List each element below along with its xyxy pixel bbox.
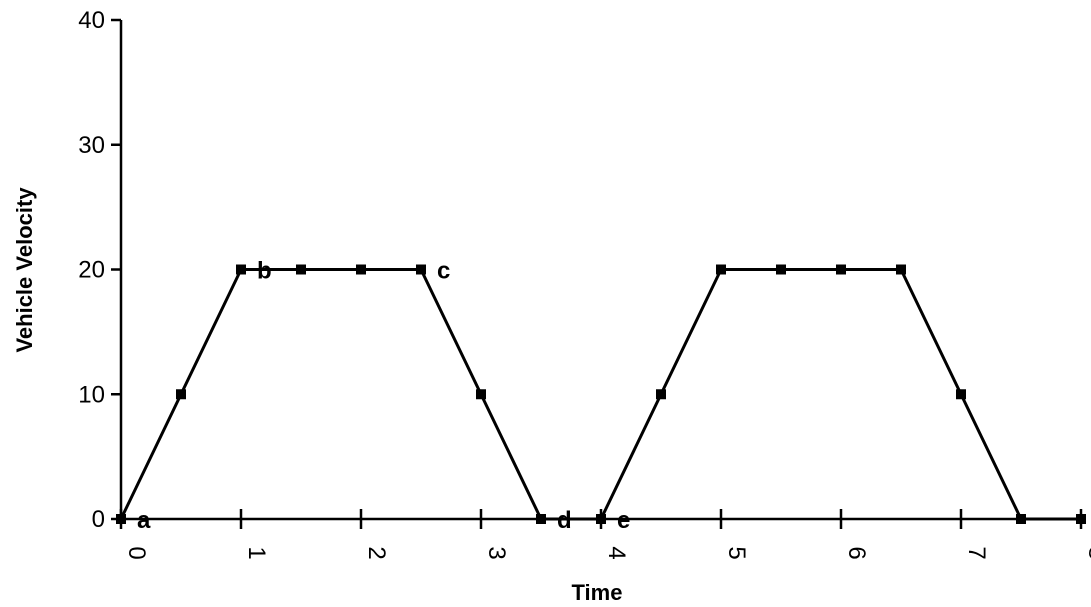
data-point [836,264,846,275]
x-axis-ticks: 0 1 2 3 4 5 6 7 8 [119,509,1091,560]
y-axis-ticks: 0 10 20 30 40 [78,7,121,533]
y-tick-label: 0 [92,506,105,533]
x-tick-label: 0 [123,546,150,559]
x-tick-label: 8 [1083,546,1091,559]
series-line [119,268,1081,521]
annotation-label: d [557,507,572,534]
y-tick-label: 20 [78,257,105,284]
x-tick-label: 3 [483,546,510,559]
x-tick-label: 5 [723,546,750,559]
data-point [1016,514,1026,524]
data-point [896,264,906,275]
data-point [236,264,246,275]
x-tick-label: 1 [243,546,270,559]
x-tick-label: 2 [363,546,390,559]
data-point [476,389,486,400]
data-point [416,264,426,275]
data-point [596,514,606,524]
y-axis-title: Vehicle Velocity [12,187,37,353]
annotation-label: e [617,507,630,534]
data-point [176,389,186,400]
data-point [716,264,726,275]
data-point [116,514,126,524]
y-tick-label: 40 [78,7,105,34]
x-tick-label: 6 [843,546,870,559]
x-axis-title: Time [572,580,623,605]
x-tick-label: 4 [603,546,630,559]
data-point [296,264,306,275]
data-point [1076,514,1086,524]
data-point [956,389,966,400]
x-tick-label: 7 [963,546,990,559]
data-point [776,264,786,275]
data-point [656,389,666,400]
y-tick-label: 10 [78,381,105,408]
y-tick-label: 30 [78,132,105,159]
annotation-label: c [437,258,450,285]
annotation-label: b [257,258,272,285]
data-point [356,264,366,275]
data-point [536,514,546,524]
annotation-group: a b c d e [137,258,630,535]
series-group [116,264,1086,524]
annotation-label: a [137,507,151,534]
